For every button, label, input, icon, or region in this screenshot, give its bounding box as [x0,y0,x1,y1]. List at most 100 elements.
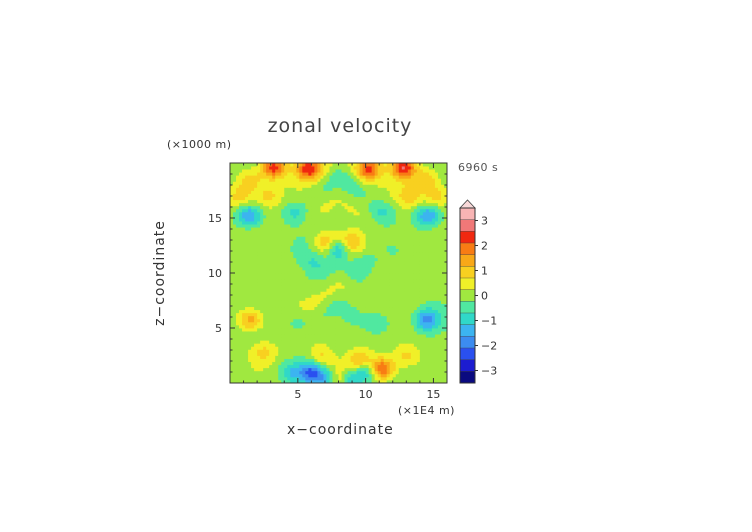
field-cell [347,291,351,295]
field-cell [272,355,276,359]
field-cell [287,355,291,359]
field-cell [416,251,421,256]
field-cell [404,309,409,314]
field-cell [410,373,415,378]
field-cell [242,309,246,314]
field-cell [293,303,297,308]
field-cell [275,328,279,332]
field-cell [407,190,412,194]
field-cell [365,187,370,191]
field-cell [386,251,391,256]
field-cell [362,208,367,213]
field-cell [254,352,258,356]
field-cell [332,166,336,170]
field-cell [371,199,376,204]
field-cell [278,205,282,210]
field-cell [413,196,418,201]
field-cell [302,251,306,256]
field-cell [308,358,312,363]
field-cell [428,245,433,249]
field-cell [365,196,370,201]
field-cell [317,254,321,259]
field-cell [275,266,279,271]
field-cell [290,285,294,289]
field-cell [398,303,403,308]
field-cell [407,352,412,356]
field-cell [278,163,282,167]
field-cell [242,169,246,173]
field-cell [365,349,370,353]
field-cell [299,233,303,237]
field-cell [353,172,357,176]
field-cell [257,202,261,207]
field-cell [275,303,279,308]
field-cell [233,321,237,326]
field-cell [323,303,327,308]
field-cell [311,349,315,353]
field-cell [371,163,376,167]
field-cell [305,260,309,265]
field-cell [434,373,439,378]
field-cell [278,282,282,286]
field-cell [401,331,406,335]
field-cell [389,169,394,173]
field-cell [320,184,324,188]
field-cell [398,169,403,173]
field-cell [416,260,421,265]
field-cell [293,224,297,228]
field-cell [365,178,370,182]
field-cell [314,291,318,295]
field-cell [371,297,376,301]
field-cell [278,248,282,253]
field-cell [341,214,345,219]
field-cell [239,184,243,188]
field-cell [275,291,279,295]
field-cell [383,370,388,375]
field-cell [260,175,264,179]
field-cell [344,379,348,384]
field-cell [392,370,397,375]
field-cell [377,257,382,262]
field-cell [260,373,264,378]
field-cell [329,324,333,329]
field-cell [329,297,333,301]
field-cell [257,230,261,234]
field-cell [263,172,267,176]
field-cell [284,233,288,237]
field-cell [239,324,243,329]
field-cell [305,196,309,201]
field-cell [317,175,321,179]
field-cell [344,211,348,216]
field-cell [308,172,312,176]
field-cell [269,184,273,188]
field-cell [410,273,415,277]
field-cell [323,376,327,381]
field-cell [311,364,315,369]
field-cell [344,367,348,372]
field-cell [404,184,409,188]
field-cell [266,257,270,262]
field-cell [356,227,360,231]
field-cell [293,364,297,369]
field-cell [269,202,273,207]
field-cell [332,300,336,304]
field-cell [344,236,348,240]
field-cell [344,355,348,359]
field-cell [278,202,282,207]
field-cell [389,306,394,311]
field-cell [326,276,330,280]
field-cell [281,318,285,323]
field-cell [326,376,330,381]
field-cell [242,361,246,366]
field-cell [392,169,397,173]
field-cell [326,343,330,347]
field-cell [245,163,249,167]
field-cell [416,346,421,350]
field-cell [356,373,360,378]
field-cell [434,221,439,225]
field-cell [284,257,288,262]
field-cell [272,187,276,191]
field-cell [323,245,327,249]
field-cell [392,175,397,179]
field-cell [260,331,264,335]
